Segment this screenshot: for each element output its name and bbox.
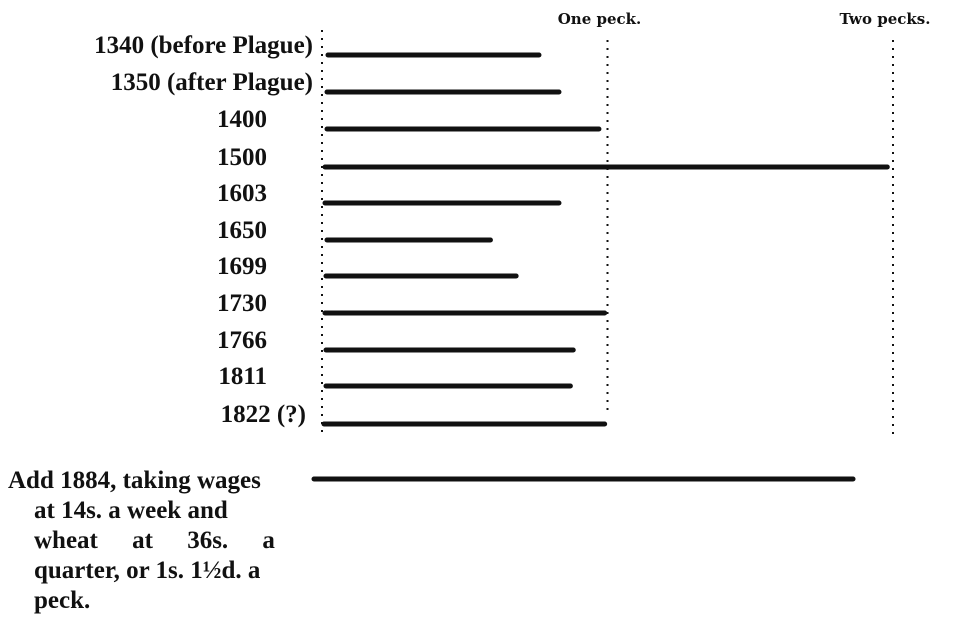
note-line: peck. <box>34 587 91 614</box>
note-line: wheat at 36s. a <box>34 527 275 554</box>
category-label: 1350 (after Plague) <box>111 69 313 96</box>
category-label: 1822 (?) <box>221 401 306 428</box>
category-label: 1340 (before Plague) <box>94 32 313 59</box>
category-label: 1766 <box>217 327 267 354</box>
category-label: 1650 <box>217 217 267 244</box>
note-line: at 14s. a week and <box>34 497 228 524</box>
category-label: 1400 <box>217 106 267 133</box>
tick-label: Two pecks. <box>840 10 931 28</box>
category-label: 1730 <box>217 290 267 317</box>
note-line: Add 1884, taking wages <box>8 467 261 494</box>
note-1884: Add 1884, taking wages at 14s. a week an… <box>8 466 316 616</box>
category-label: 1603 <box>217 180 267 207</box>
note-line: quarter, or 1s. 1½d. a <box>34 557 261 584</box>
category-label: 1500 <box>217 144 267 171</box>
category-label: 1699 <box>217 253 267 280</box>
category-label: 1811 <box>218 363 267 390</box>
tick-label: One peck. <box>558 10 642 28</box>
